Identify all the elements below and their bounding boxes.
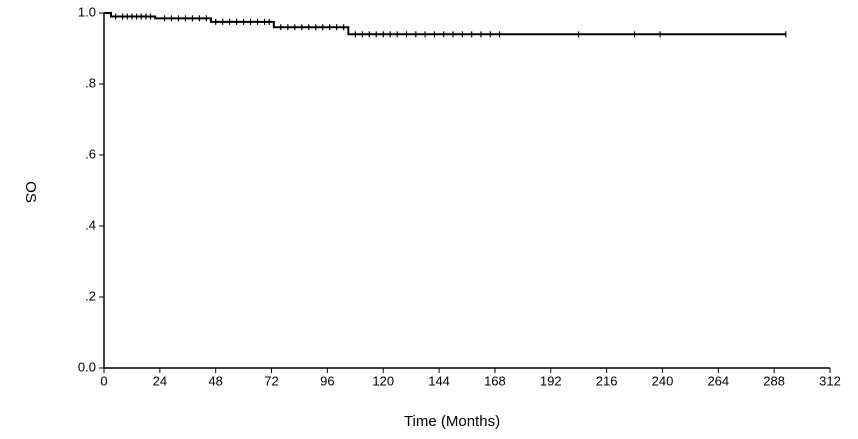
x-tick-label: 216 [596,373,618,388]
x-tick-label: 312 [819,373,841,388]
x-tick-label: 24 [153,373,167,388]
y-tick-label: 0.0 [78,359,96,374]
x-tick-label: 48 [208,373,222,388]
y-tick-label: .6 [85,146,96,161]
y-tick-label: .8 [85,75,96,90]
x-tick-label: 96 [320,373,334,388]
x-tick-label: 288 [763,373,785,388]
x-tick-label: 168 [484,373,506,388]
x-tick-label: 120 [372,373,394,388]
survival-curve [104,12,786,36]
x-tick-label: 192 [540,373,562,388]
x-tick-label: 240 [652,373,674,388]
x-tick-label: 72 [264,373,278,388]
y-axis-label: OS [22,181,39,203]
y-tick-label: 1.0 [78,4,96,19]
y-tick-label: .2 [85,288,96,303]
x-axis-label: Time (Months) [404,413,500,430]
x-tick-label: 144 [428,373,450,388]
x-tick-label: 264 [707,373,729,388]
y-tick-label: .4 [85,217,96,232]
x-tick-label: 0 [100,373,107,388]
